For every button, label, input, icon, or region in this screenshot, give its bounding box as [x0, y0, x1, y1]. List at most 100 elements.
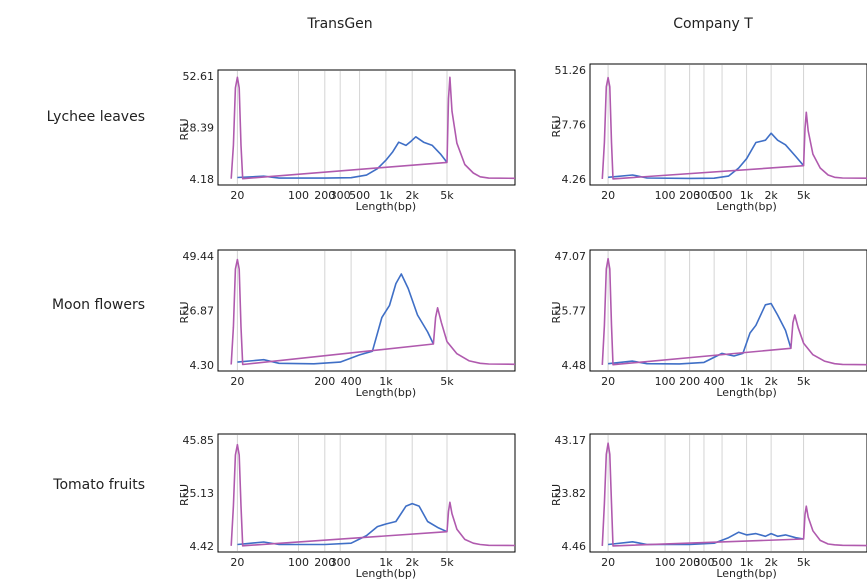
y-axis-title: RFU	[550, 484, 563, 506]
sample-trace-line	[237, 502, 448, 546]
x-tick-label: 5k	[797, 375, 811, 388]
x-tick-label: 20	[601, 375, 615, 388]
x-tick-label: 300	[693, 556, 714, 569]
x-tick-label: 100	[288, 189, 309, 202]
marker-peak-line	[230, 443, 516, 547]
y-tick-label: 45.85	[183, 434, 215, 447]
y-tick-label: 23.82	[555, 487, 587, 500]
column-header-company-t: Company T	[673, 16, 753, 32]
x-tick-label: 200	[679, 556, 700, 569]
sample-trace-line	[237, 136, 448, 179]
y-tick-label: 4.48	[562, 359, 587, 372]
x-tick-label: 20	[230, 375, 244, 388]
x-tick-label: 2k	[406, 189, 420, 202]
x-tick-label: 20	[601, 556, 615, 569]
sample-trace-line	[608, 302, 792, 365]
plot-frame	[589, 433, 867, 553]
x-tick-label: 500	[712, 189, 733, 202]
plot-frame	[217, 249, 516, 372]
row-label-moon-flowers: Moon flowers	[51, 297, 145, 313]
x-tick-label: 200	[679, 375, 700, 388]
y-tick-label: 4.42	[190, 540, 215, 553]
x-axis-title: Length(bp)	[356, 200, 417, 213]
x-tick-label: 200	[314, 556, 335, 569]
x-tick-label: 100	[655, 189, 676, 202]
chart-panel: 49.44 26.87 4.30 RFU 20 200 400 1k 5k Length(bp)	[178, 249, 516, 399]
marker-peak-line	[230, 258, 516, 366]
x-axis-title: Length(bp)	[716, 567, 777, 580]
y-tick-label: 26.87	[183, 305, 215, 318]
y-tick-label: 43.17	[555, 434, 587, 447]
x-axis-title: Length(bp)	[356, 567, 417, 580]
row-label-tomato-fruits: Tomato fruits	[53, 477, 145, 493]
plot-frame	[589, 63, 867, 186]
y-tick-label: 47.07	[555, 250, 587, 263]
x-tick-label: 2k	[764, 556, 778, 569]
sample-trace-line	[237, 273, 435, 365]
marker-peak-line	[601, 442, 867, 547]
y-axis-title: RFU	[178, 118, 191, 140]
x-tick-label: 20	[601, 189, 615, 202]
plot-frame	[589, 249, 867, 372]
y-tick-label: 25.77	[555, 305, 587, 318]
y-tick-label: 52.61	[183, 70, 215, 83]
y-tick-label: 4.18	[190, 173, 215, 186]
x-tick-label: 1k	[379, 189, 393, 202]
x-tick-label: 5k	[440, 375, 454, 388]
x-tick-label: 100	[288, 556, 309, 569]
row-label-lychee-leaves: Lychee leaves	[46, 109, 145, 125]
y-tick-label: 4.26	[562, 173, 587, 186]
x-tick-label: 5k	[440, 556, 454, 569]
y-tick-label: 4.30	[190, 359, 215, 372]
x-tick-label: 5k	[797, 189, 811, 202]
marker-peak-line	[601, 76, 867, 180]
x-tick-label: 2k	[764, 375, 778, 388]
x-tick-label: 5k	[797, 556, 811, 569]
y-tick-label: 27.76	[555, 119, 587, 132]
x-tick-label: 1k	[740, 189, 754, 202]
x-tick-label: 500	[712, 556, 733, 569]
x-tick-label: 200	[679, 189, 700, 202]
chart-panel: 47.07 25.77 4.48 RFU 20 100 200 400 1k 2k 5k Length…	[550, 249, 867, 399]
plot-frame	[217, 69, 516, 186]
y-axis-title: RFU	[550, 301, 563, 323]
y-tick-label: 49.44	[183, 250, 215, 263]
y-axis-title: RFU	[550, 115, 563, 137]
x-tick-label: 400	[341, 375, 362, 388]
x-axis-title: Length(bp)	[356, 386, 417, 399]
y-axis-title: RFU	[178, 484, 191, 506]
x-tick-label: 2k	[764, 189, 778, 202]
x-tick-label: 500	[349, 189, 370, 202]
x-tick-label: 1k	[379, 375, 393, 388]
plot-frame	[217, 433, 516, 553]
sample-trace-line	[608, 132, 805, 180]
y-axis-title: RFU	[178, 301, 191, 323]
x-axis-title: Length(bp)	[716, 386, 777, 399]
x-tick-label: 1k	[379, 556, 393, 569]
y-tick-label: 28.39	[183, 122, 215, 135]
marker-peak-line	[601, 257, 867, 366]
x-tick-label: 100	[655, 375, 676, 388]
y-tick-label: 25.13	[183, 487, 215, 500]
x-tick-label: 20	[230, 189, 244, 202]
x-tick-label: 2k	[406, 556, 420, 569]
marker-peak-line	[230, 76, 516, 180]
x-tick-label: 1k	[740, 375, 754, 388]
x-tick-label: 400	[704, 375, 725, 388]
x-tick-label: 5k	[440, 189, 454, 202]
y-tick-label: 51.26	[555, 64, 587, 77]
x-tick-label: 200	[314, 375, 335, 388]
x-tick-label: 300	[330, 189, 351, 202]
column-header-transgen: TransGen	[307, 16, 373, 32]
y-tick-label: 4.46	[562, 540, 587, 553]
x-tick-label: 200	[314, 189, 335, 202]
x-tick-label: 300	[330, 556, 351, 569]
x-tick-label: 20	[230, 556, 244, 569]
x-tick-label: 1k	[740, 556, 754, 569]
x-tick-label: 100	[655, 556, 676, 569]
